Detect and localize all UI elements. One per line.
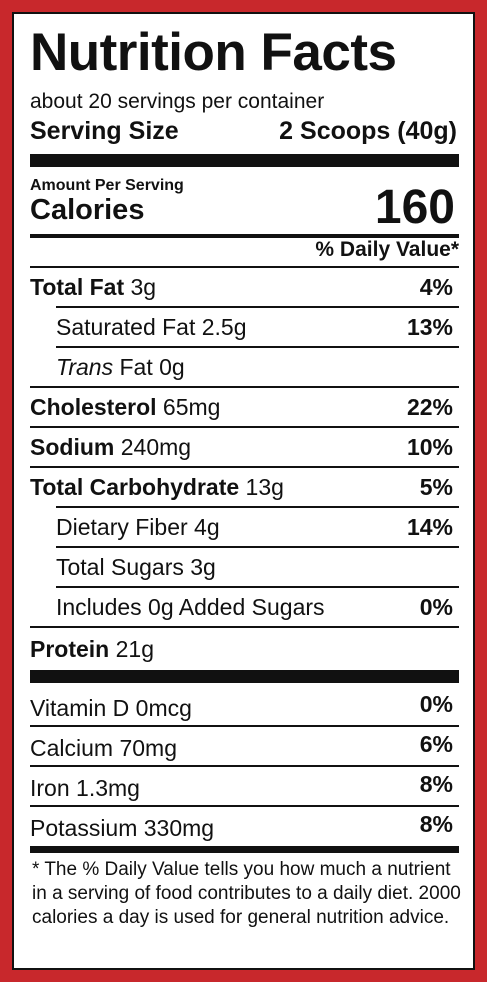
nutrient-amount: 13g — [245, 474, 284, 500]
nutrient-amount: 3g — [190, 554, 216, 580]
medium-divider — [30, 846, 459, 853]
nutrient-name-suffix: Fat — [119, 354, 153, 380]
nutrient-amount: 3g — [130, 274, 157, 300]
nutrient-daily-value: 0% — [419, 594, 453, 620]
vitamin-name: Vitamin D 0mcg — [30, 695, 192, 721]
nutrient-row-total-fat: Total Fat 3g 4% — [30, 268, 459, 308]
medium-divider — [30, 234, 459, 238]
serving-size-label: Serving Size — [30, 117, 179, 145]
nutrient-row-cholesterol: Cholesterol 65mg 22% — [30, 388, 459, 428]
vitamin-row-vitamin-d: Vitamin D 0mcg 0% — [30, 687, 459, 727]
vitamin-name: Potassium 330mg — [30, 815, 215, 841]
nutrient-name: Total Sugars — [56, 554, 184, 580]
daily-value-footnote: * The % Daily Value tells you how much a… — [32, 859, 461, 928]
nutrient-name: Protein — [30, 636, 110, 662]
thick-divider — [30, 670, 459, 683]
vitamin-name: Calcium 70mg — [30, 735, 177, 761]
calories-value: 160 — [374, 181, 455, 234]
divider — [30, 266, 459, 268]
nutrient-daily-value: 10% — [406, 434, 453, 460]
divider — [56, 346, 459, 348]
nutrient-row-added-sugars: Includes 0g Added Sugars 0% — [30, 588, 459, 628]
nutrient-amount: 240mg — [120, 434, 192, 460]
nutrient-name: Trans — [56, 354, 114, 380]
nutrient-name: Total Carbohydrate — [30, 474, 240, 500]
nutrient-amount: 65mg — [162, 394, 221, 420]
nutrient-amount: 0g — [159, 354, 185, 380]
divider — [30, 805, 459, 807]
nutrition-facts-panel: Nutrition Facts about 20 servings per co… — [12, 12, 475, 970]
divider — [56, 586, 459, 588]
label-title: Nutrition Facts — [30, 23, 397, 82]
nutrient-row-protein: Protein 21g — [30, 630, 459, 670]
divider — [56, 546, 459, 548]
nutrient-name: Sodium — [30, 434, 115, 460]
serving-size-value: 2 Scoops (40g) — [279, 117, 457, 145]
servings-per-container: about 20 servings per container — [30, 90, 325, 113]
divider — [30, 765, 459, 767]
vitamin-daily-value: 8% — [419, 771, 453, 797]
nutrient-daily-value: 4% — [419, 274, 453, 300]
divider — [30, 426, 459, 428]
nutrient-amount: 4g — [194, 514, 220, 540]
nutrient-daily-value: 5% — [419, 474, 453, 500]
nutrient-amount: 2.5g — [201, 314, 247, 340]
nutrient-name: Total Fat — [30, 274, 125, 300]
vitamin-row-potassium: Potassium 330mg 8% — [30, 807, 459, 847]
vitamin-daily-value: 6% — [419, 731, 453, 757]
nutrient-row-trans-fat: Trans Fat 0g — [30, 348, 459, 388]
divider — [30, 466, 459, 468]
nutrient-row-dietary-fiber: Dietary Fiber 4g 14% — [30, 508, 459, 548]
vitamin-row-iron: Iron 1.3mg 8% — [30, 767, 459, 807]
amount-per-serving: Amount Per Serving — [30, 177, 184, 194]
vitamin-daily-value: 0% — [419, 691, 453, 717]
nutrient-row-total-sugars: Total Sugars 3g — [30, 548, 459, 588]
nutrient-daily-value: 13% — [406, 314, 453, 340]
calories-label: Calories — [30, 194, 145, 226]
daily-value-header: % Daily Value* — [315, 238, 459, 261]
divider — [30, 386, 459, 388]
nutrient-daily-value: 14% — [406, 514, 453, 540]
divider — [30, 626, 459, 628]
vitamin-name: Iron 1.3mg — [30, 775, 140, 801]
divider — [56, 306, 459, 308]
vitamin-row-calcium: Calcium 70mg 6% — [30, 727, 459, 767]
divider — [56, 506, 459, 508]
nutrient-amount: 21g — [115, 636, 154, 662]
nutrient-row-sodium: Sodium 240mg 10% — [30, 428, 459, 468]
vitamin-daily-value: 8% — [419, 811, 453, 837]
nutrient-name: Saturated Fat — [56, 314, 196, 340]
nutrient-name: Includes 0g Added Sugars — [56, 594, 325, 620]
nutrient-daily-value: 22% — [406, 394, 453, 420]
divider — [30, 725, 459, 727]
nutrient-name: Cholesterol — [30, 394, 157, 420]
nutrient-row-saturated-fat: Saturated Fat 2.5g 13% — [30, 308, 459, 348]
nutrient-row-total-carbohydrate: Total Carbohydrate 13g 5% — [30, 468, 459, 508]
thick-divider — [30, 154, 459, 167]
nutrient-name: Dietary Fiber — [56, 514, 188, 540]
